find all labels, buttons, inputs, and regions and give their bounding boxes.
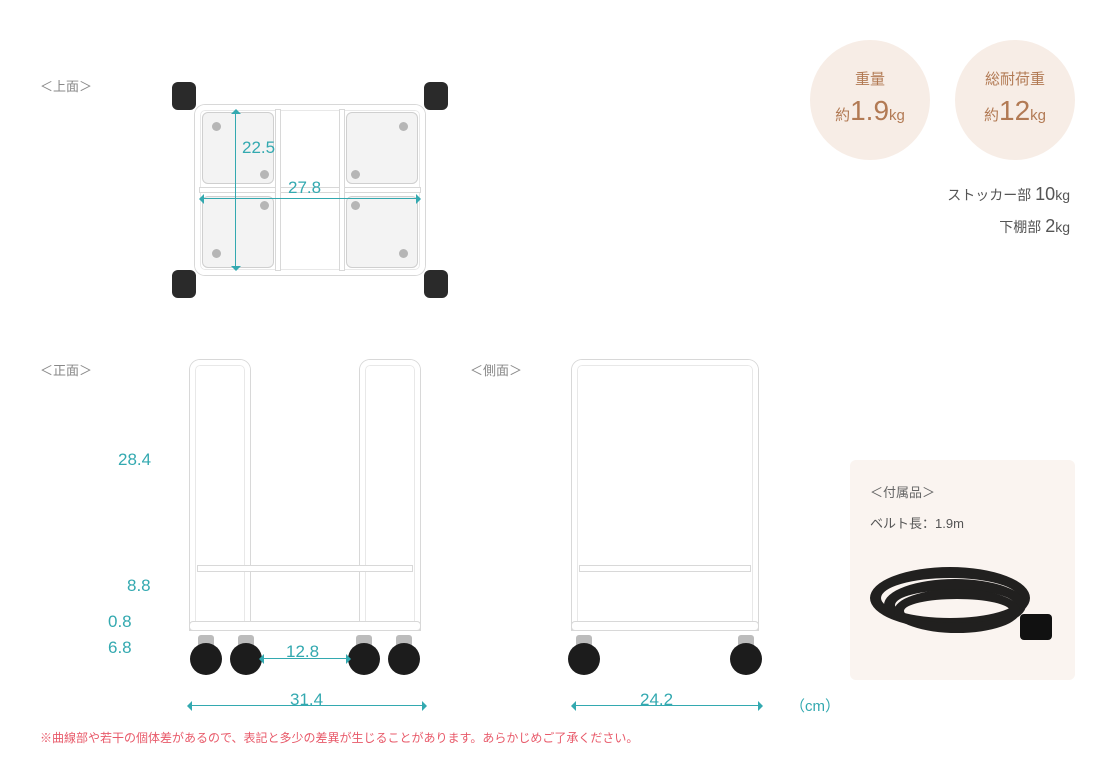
castor-wheel: [726, 635, 766, 675]
stocker-value: 10: [1035, 184, 1055, 204]
belt-label: ベルト長：: [870, 516, 935, 531]
load-value: 12: [999, 95, 1030, 126]
accessory-box: ＜付属品＞ ベルト長：1.9m: [850, 460, 1075, 680]
lower-unit: kg: [1055, 219, 1070, 235]
weight-value: 1.9: [850, 95, 889, 126]
dim-front-mid-h: 8.8: [127, 576, 151, 596]
lower-value: 2: [1045, 216, 1055, 236]
disclaimer-text: ※曲線部や若干の個体差があるので、表記と多少の差異が生じることがあります。あらか…: [40, 729, 638, 746]
weight-unit: kg: [889, 107, 905, 124]
side-view-diagram: [560, 360, 770, 675]
unit-cm: （cm）: [790, 695, 840, 716]
castor-wheel: [564, 635, 604, 675]
weight-badge-title: 重量: [810, 40, 930, 89]
castor-wheel: [186, 635, 226, 675]
dim-arrow: [200, 198, 420, 199]
castor-wheel: [384, 635, 424, 675]
front-view-label: ＜正面＞: [40, 360, 92, 379]
dim-front-plate-h: 0.8: [108, 612, 132, 632]
dim-arrow: [260, 658, 350, 659]
top-view-label: ＜上面＞: [40, 76, 92, 95]
dim-side-w: 24.2: [640, 690, 673, 710]
dim-front-inner-w: 12.8: [286, 642, 319, 662]
dim-front-upper-h: 28.4: [118, 450, 151, 470]
dim-top-h: 22.5: [242, 138, 275, 158]
weight-badge: 重量 約1.9kg: [810, 40, 930, 160]
belt-length: 1.9: [935, 516, 953, 531]
side-view-label: ＜側面＞: [470, 360, 522, 379]
dim-front-total-w: 31.4: [290, 690, 323, 710]
lower-label: 下棚部: [999, 219, 1045, 235]
dim-front-wheel-h: 6.8: [108, 638, 132, 658]
load-detail: ストッカー部 10kg 下棚部 2kg: [947, 178, 1070, 243]
front-view-diagram: [180, 360, 430, 675]
load-badge: 総耐荷重 約12kg: [955, 40, 1075, 160]
stocker-label: ストッカー部: [947, 187, 1035, 203]
dim-top-w: 27.8: [288, 178, 321, 198]
accessory-title: ＜付属品＞: [870, 482, 1055, 501]
load-unit: kg: [1030, 107, 1046, 124]
dim-arrow: [235, 110, 236, 270]
load-prefix: 約: [984, 107, 999, 124]
belt-illustration: [870, 557, 1050, 652]
dim-arrow: [188, 705, 426, 706]
stocker-unit: kg: [1055, 187, 1070, 203]
weight-prefix: 約: [835, 107, 850, 124]
belt-unit: m: [953, 516, 964, 531]
load-badge-title: 総耐荷重: [955, 40, 1075, 89]
dim-arrow: [572, 705, 762, 706]
